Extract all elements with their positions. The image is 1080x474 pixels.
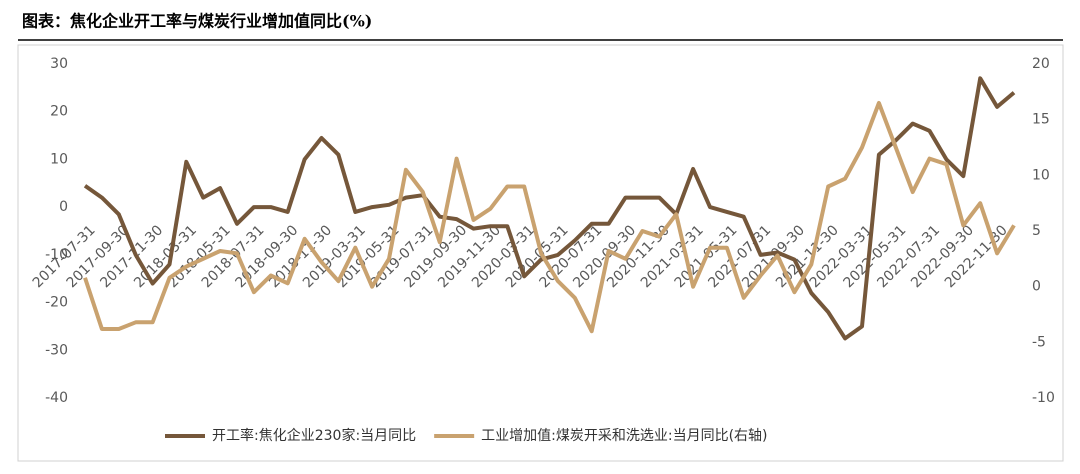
y-tick-label: 20: [50, 104, 68, 120]
y2-tick-label: 5: [1032, 223, 1041, 239]
y-tick-label: 0: [59, 199, 68, 215]
y2-tick-label: -10: [1032, 390, 1055, 406]
chart-frame: [17, 44, 1064, 462]
y-tick-label: -40: [45, 390, 68, 406]
y-tick-label: -30: [45, 342, 68, 358]
y2-tick-label: -5: [1032, 334, 1046, 350]
chart-title: 图表：焦化企业开工率与煤炭行业增加值同比(%): [22, 12, 372, 31]
y-tick-label: -10: [45, 247, 68, 263]
series-line: [83, 76, 1016, 341]
y2-tick-label: 10: [1032, 167, 1050, 183]
y-tick-label: 30: [50, 56, 68, 72]
series-line: [83, 101, 1016, 334]
legend-label: 工业增加值:煤炭开采和洗选业:当月同比(右轴): [481, 428, 767, 444]
y2-tick-label: 0: [1032, 279, 1041, 295]
y-tick-label: 10: [50, 151, 68, 167]
y-tick-label: -20: [45, 295, 68, 311]
legend-label: 开工率:焦化企业230家:当月同比: [212, 427, 416, 444]
y2-tick-label: 20: [1032, 56, 1050, 72]
y2-tick-label: 15: [1032, 112, 1050, 128]
